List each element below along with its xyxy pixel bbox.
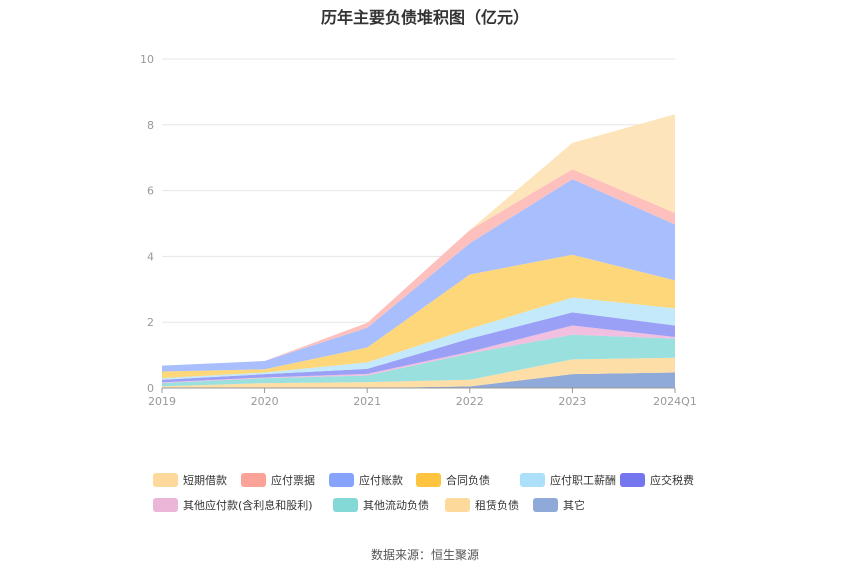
legend-item[interactable]: 应付票据 xyxy=(241,472,315,488)
legend-label: 应付票据 xyxy=(271,474,315,487)
chart-title: 历年主要负债堆积图（亿元） xyxy=(320,8,529,27)
legend-label: 短期借款 xyxy=(183,474,227,487)
legend-label: 应交税费 xyxy=(650,474,694,487)
legend-item[interactable]: 应付职工薪酬 xyxy=(520,472,616,488)
legend-swatch xyxy=(153,473,178,487)
area-series-5 xyxy=(162,297,675,380)
legend-item[interactable]: 其它 xyxy=(533,497,585,513)
y-tick-label: 0 xyxy=(147,382,154,395)
y-tick-label: 6 xyxy=(147,185,154,198)
legend-label: 应付职工薪酬 xyxy=(550,474,616,487)
y-tick-label: 8 xyxy=(147,119,154,132)
y-tick-label: 10 xyxy=(140,53,154,66)
legend-swatch xyxy=(533,498,558,512)
data-source-note: 数据来源：恒生聚源 xyxy=(370,548,479,562)
legend-label: 应付账款 xyxy=(359,474,403,487)
area-series-2 xyxy=(162,334,675,387)
x-tick-label: 2021 xyxy=(353,395,381,408)
y-tick-label: 2 xyxy=(147,316,154,329)
legend-swatch xyxy=(333,498,358,512)
legend-swatch xyxy=(520,473,545,487)
x-tick-label: 2020 xyxy=(251,395,279,408)
legend-item[interactable]: 其他流动负债 xyxy=(333,497,429,513)
x-tick-label: 2022 xyxy=(456,395,484,408)
legend-swatch xyxy=(153,498,178,512)
legend-label: 其他流动负债 xyxy=(363,499,429,512)
area-series-9 xyxy=(162,114,675,366)
legend-label: 租赁负债 xyxy=(475,499,519,512)
area-series-4 xyxy=(162,312,675,383)
legend-item[interactable]: 租赁负债 xyxy=(445,497,519,513)
x-tick-label: 2024Q1 xyxy=(653,395,697,408)
legend-swatch xyxy=(620,473,645,487)
area-layer xyxy=(162,114,675,388)
legend-swatch xyxy=(329,473,354,487)
legend-item[interactable]: 应交税费 xyxy=(620,472,694,488)
legend-item[interactable]: 合同负债 xyxy=(416,472,490,488)
x-tick-label: 2023 xyxy=(558,395,586,408)
area-series-0 xyxy=(162,372,675,388)
legend-swatch xyxy=(416,473,441,487)
axis-layer: 0 2 4 6 8 10 2019 2020 2021 2022 2023 2024Q1 xyxy=(140,53,697,408)
legend-label: 合同负债 xyxy=(446,474,490,487)
area-series-1 xyxy=(162,357,675,388)
legend-swatch xyxy=(241,473,266,487)
area-series-6 xyxy=(162,254,675,379)
legend-label: 其它 xyxy=(563,499,585,512)
x-tick-label: 2019 xyxy=(148,395,176,408)
legend-item[interactable]: 其他应付款(含利息和股利) xyxy=(153,497,313,513)
chart-plot-area: 0 2 4 6 8 10 2019 2020 2021 2022 2023 2024Q1 xyxy=(140,53,697,408)
area-series-7 xyxy=(162,179,675,372)
y-tick-label: 4 xyxy=(147,250,154,263)
legend-label: 其他应付款(含利息和股利) xyxy=(183,499,313,512)
legend-item[interactable]: 短期借款 xyxy=(153,472,227,488)
legend-item[interactable]: 应付账款 xyxy=(329,472,403,488)
legend-swatch xyxy=(445,498,470,512)
